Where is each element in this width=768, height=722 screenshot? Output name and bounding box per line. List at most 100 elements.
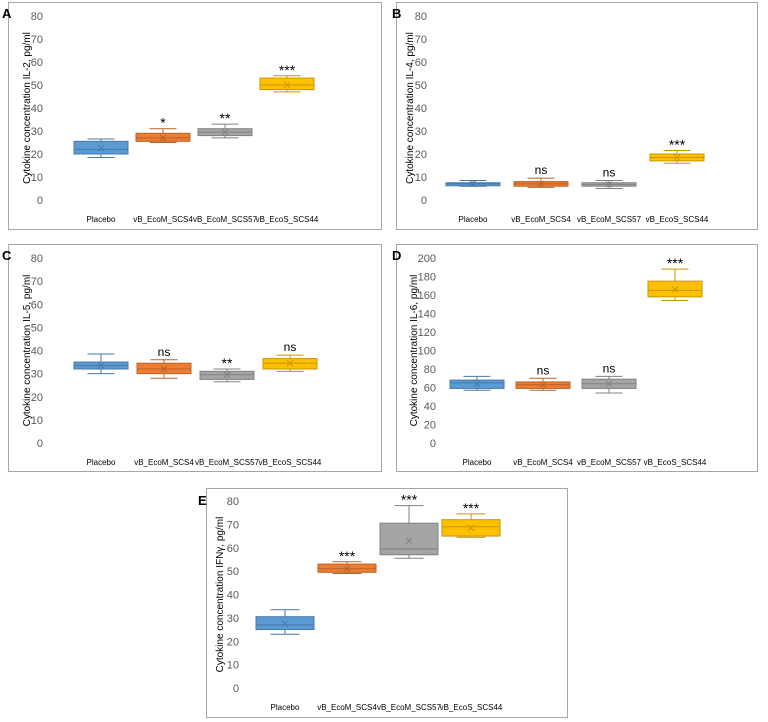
y-tick-label: 40	[415, 103, 427, 115]
significance-label: ns	[537, 363, 550, 377]
category-label: vB_EcoM_SCS4	[511, 215, 571, 224]
panel-e: E Cytokine concentration IFNγ, pg/ml 0 10 2…	[198, 488, 568, 718]
y-tick-label: 80	[424, 364, 436, 376]
y-tick-label: 50	[227, 566, 239, 578]
significance-label: ***	[279, 62, 296, 78]
y-tick-label: 70	[415, 34, 427, 46]
y-axis-label: Cytokine concentration IL-4, pg/ml	[405, 32, 416, 184]
y-axis-label: Cytokine concentration IFNγ, pg/ml	[215, 517, 226, 673]
y-tick-label: 60	[31, 299, 43, 311]
significance-label: *	[160, 115, 166, 131]
panel-letter-d: D	[392, 248, 402, 263]
mean-marker	[469, 180, 477, 188]
mean-marker	[286, 359, 294, 367]
y-tick-label: 0	[233, 683, 239, 695]
y-tick-label: 40	[31, 103, 43, 115]
y-tick-label: 30	[31, 369, 43, 381]
y-tick-label: 10	[415, 172, 427, 184]
category-label: vB_EcoS_SCS44	[646, 215, 709, 224]
y-tick-label: 40	[227, 590, 239, 602]
y-tick-label: 70	[227, 519, 239, 531]
y-tick-label: 10	[31, 172, 43, 184]
mean-marker	[97, 144, 105, 152]
category-label: vB_EcoM_SCS57	[577, 215, 642, 224]
category-label: vB_EcoM_SCS4	[513, 458, 573, 467]
y-axis-label: Cytokine concentration IL-5, pg/ml	[22, 275, 33, 427]
mean-marker	[160, 365, 168, 373]
mean-marker	[673, 154, 681, 161]
category-label: Placebo	[463, 458, 492, 467]
panel-c: C Cytokine concentration IL-5, pg/ml 0 10 2…	[2, 244, 382, 472]
panel-letter-a: A	[2, 6, 12, 21]
y-tick-label: 60	[424, 383, 436, 395]
y-tick-label: 0	[421, 195, 427, 207]
y-tick-label: 20	[227, 636, 239, 648]
y-tick-label: 40	[31, 346, 43, 358]
y-tick-label: 80	[31, 11, 43, 23]
category-label: vB_EcoM_SCS57	[195, 458, 260, 467]
y-tick-label: 30	[31, 126, 43, 138]
significance-label: ***	[401, 492, 418, 508]
mean-marker	[223, 371, 231, 379]
chart-d: Cytokine concentration IL-6, pg/ml 0 20 40 6…	[409, 253, 707, 467]
y-axis-label: Cytokine concentration IL-6, pg/ml	[409, 275, 420, 427]
y-tick-label: 0	[37, 195, 43, 207]
y-tick-label: 80	[415, 11, 427, 23]
y-tick-label: 80	[227, 496, 239, 508]
y-tick-label: 20	[424, 420, 436, 432]
y-tick-label: 70	[31, 34, 43, 46]
y-tick-label: 60	[415, 57, 427, 69]
category-label: vB_EcoS_SCS44	[440, 703, 503, 712]
y-axis-label: Cytokine concentration IL-2, pg/ml	[22, 32, 33, 184]
significance-label: **	[220, 110, 231, 126]
y-tick-label: 200	[418, 253, 436, 265]
category-label: vB_EcoM_SCS4	[134, 458, 194, 467]
y-tick-label: 20	[415, 149, 427, 161]
y-tick-label: 60	[31, 57, 43, 69]
significance-label: ns	[158, 345, 171, 359]
significance-label: ***	[667, 255, 684, 271]
y-tick-label: 50	[31, 322, 43, 334]
mean-marker	[539, 381, 547, 389]
mean-marker	[671, 286, 679, 293]
category-label: vB_EcoM_SCS4	[133, 215, 193, 224]
y-tick-label: 10	[31, 415, 43, 427]
y-tick-label: 160	[418, 290, 436, 302]
y-tick-label: 140	[418, 309, 436, 321]
y-tick-label: 40	[424, 401, 436, 413]
y-tick-label: 0	[430, 438, 436, 450]
box-vb_ecos_scs44	[259, 77, 315, 91]
panel-b: B Cytokine concentration IL-4, pg/ml 0 10 2…	[392, 2, 758, 230]
y-tick-label: 100	[418, 346, 436, 358]
y-tick-label: 50	[415, 80, 427, 92]
y-tick-label: 70	[31, 276, 43, 288]
category-label: vB_EcoM_SCS4	[317, 703, 377, 712]
category-label: Placebo	[459, 215, 488, 224]
y-tick-label: 30	[415, 126, 427, 138]
y-tick-label: 60	[227, 543, 239, 555]
significance-label: ***	[339, 548, 356, 564]
significance-label: ns	[284, 340, 297, 354]
panel-d: D Cytokine concentration IL-6, pg/ml 0 20 4…	[392, 244, 758, 472]
chart-c: Cytokine concentration IL-5, pg/ml 0 10 20 3…	[22, 253, 322, 467]
y-tick-label: 20	[31, 149, 43, 161]
mean-marker	[343, 565, 351, 573]
y-tick-label: 10	[227, 660, 239, 672]
mean-marker	[467, 524, 475, 532]
y-tick-label: 30	[227, 613, 239, 625]
mean-marker	[473, 380, 481, 388]
significance-label: **	[222, 355, 233, 371]
mean-marker	[605, 380, 613, 388]
mean-marker	[97, 362, 105, 369]
significance-label: ***	[463, 500, 480, 516]
significance-label: ns	[535, 163, 548, 177]
panel-letter-b: B	[392, 6, 402, 21]
panel-letter-c: C	[2, 248, 12, 263]
category-label: vB_EcoS_SCS44	[256, 215, 319, 224]
mean-marker	[405, 537, 413, 545]
category-label: vB_EcoM_SCS57	[577, 458, 642, 467]
y-tick-label: 120	[418, 327, 436, 339]
chart-a: Cytokine concentration IL-2, pg/ml 0 10 20 3…	[22, 11, 319, 224]
category-label: vB_EcoM_SCS57	[193, 215, 258, 224]
category-label: vB_EcoM_SCS57	[377, 703, 442, 712]
